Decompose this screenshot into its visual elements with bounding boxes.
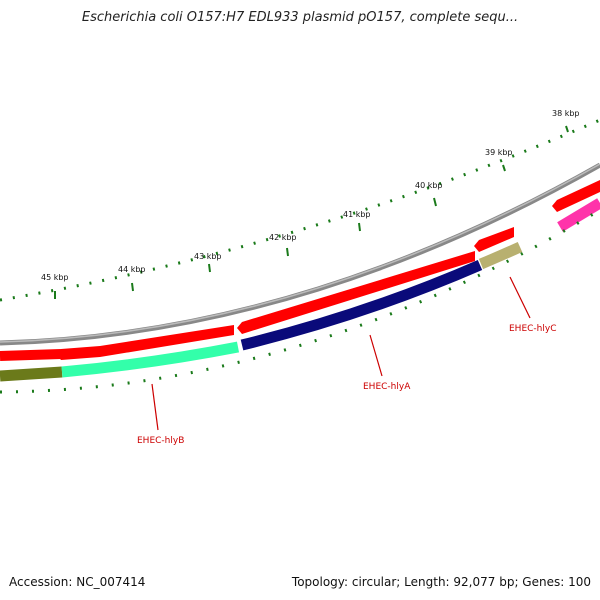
- backbone-highlight: [0, 163, 600, 343]
- accession-text: Accession: NC_007414: [9, 575, 146, 589]
- reverse-cds-arrow: [237, 251, 475, 334]
- olive-feature: [0, 366, 63, 382]
- gene-label: EHEC-hlyB: [137, 436, 184, 446]
- kbp-label: 39 kbp: [485, 148, 513, 157]
- kbp-label: 38 kbp: [552, 109, 580, 118]
- kbp-label: 43 kbp: [194, 252, 222, 261]
- gene-label: EHEC-hlyA: [363, 382, 411, 392]
- kbp-label: 42 kbp: [269, 233, 297, 242]
- leader-line-hlyc: [509, 276, 531, 319]
- inner-tick-ring: [0, 208, 600, 394]
- kbp-label: 45 kbp: [41, 273, 69, 282]
- gene-label: EHEC-hlyC: [509, 324, 557, 334]
- reverse-cds-feature: [0, 349, 62, 361]
- magenta-feature: [557, 198, 600, 232]
- genome-summary-text: Topology: circular; Length: 92,077 bp; G…: [291, 575, 591, 589]
- reverse-cds-arrow: [474, 227, 514, 252]
- kbp-label: 40 kbp: [415, 181, 443, 190]
- reverse-cds-arrow: [56, 325, 234, 360]
- major-ticks: [54, 125, 569, 299]
- leader-line-hlyb: [151, 383, 159, 431]
- backbone-circle: [0, 162, 600, 346]
- gene-ehec-hlyb: [61, 341, 240, 378]
- gene-ehec-hlya: [240, 259, 483, 351]
- leader-line-hlya: [369, 334, 383, 377]
- gene-ehec-hlyc: [478, 241, 523, 270]
- reverse-cds-arrow: [552, 180, 600, 212]
- kbp-label: 41 kbp: [343, 210, 371, 219]
- map-title: Escherichia coli O157:H7 EDL933 plasmid …: [81, 10, 519, 25]
- kbp-label: 44 kbp: [118, 265, 146, 274]
